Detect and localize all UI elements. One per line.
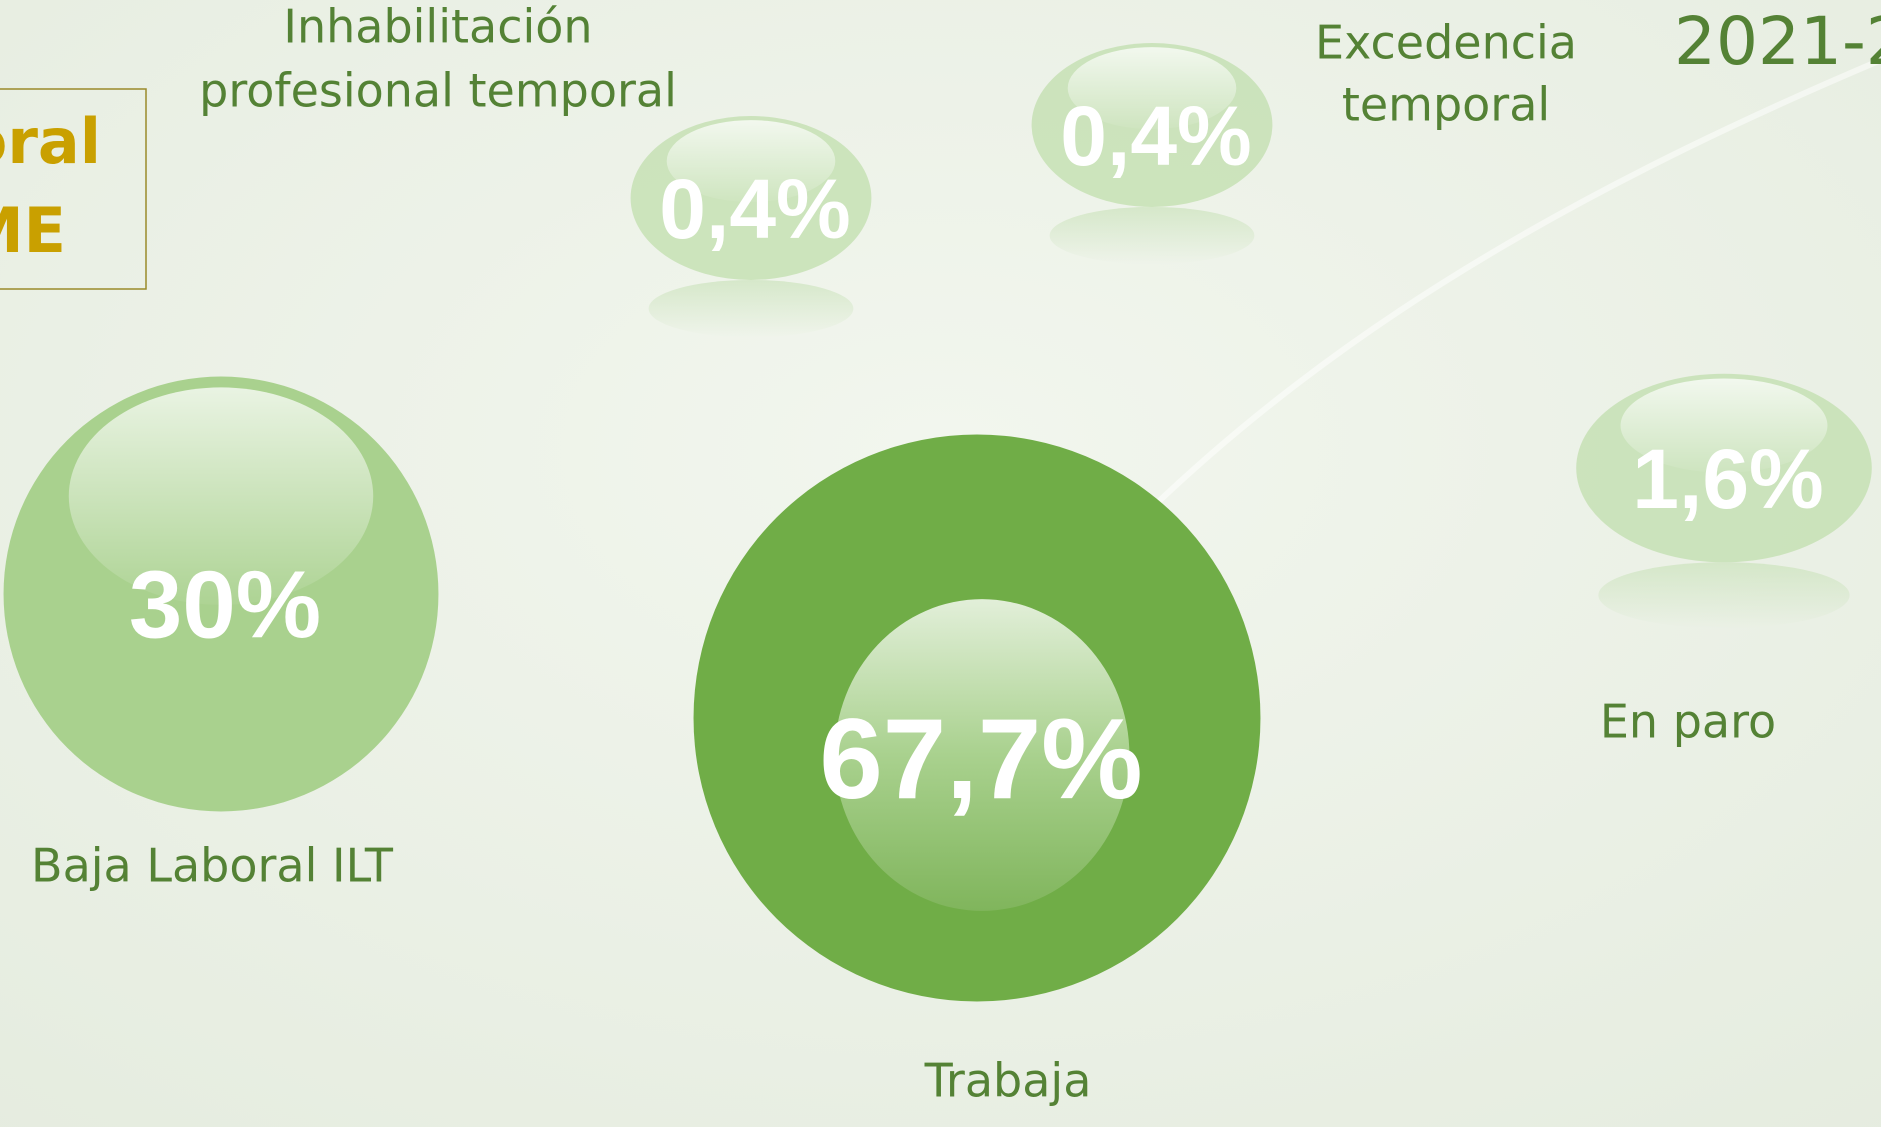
value-label: 30%	[129, 551, 321, 658]
category-label: Trabaja	[924, 1054, 1092, 1108]
value-label: 67,7%	[819, 696, 1142, 823]
bubble-reflection	[648, 279, 854, 338]
category-label: En paro	[1600, 695, 1776, 749]
box-text: oral	[0, 105, 101, 178]
chart-title: 2021-2	[1674, 3, 1881, 80]
title-box	[0, 88, 147, 290]
category-label: Excedencia	[1315, 16, 1577, 70]
category-label: Inhabilitación	[283, 0, 592, 54]
category-label: profesional temporal	[199, 64, 677, 118]
category-label: temporal	[1342, 78, 1550, 132]
value-label: 1,6%	[1632, 432, 1823, 526]
category-label: Baja Laboral ILT	[31, 839, 394, 893]
bubble-highlight	[68, 387, 374, 605]
bubble-reflection	[1049, 206, 1255, 265]
bubble-highlight	[1067, 47, 1237, 130]
leaf-vein	[1097, 57, 1881, 563]
bubble-highlight	[666, 120, 836, 203]
box-text: ME	[0, 194, 66, 267]
bubble-inner	[834, 599, 1130, 911]
bubble-highlight	[1620, 378, 1828, 473]
value-label: 0,4%	[1060, 89, 1251, 183]
bubble-reflection	[1598, 562, 1850, 629]
value-label: 0,4%	[659, 162, 850, 256]
